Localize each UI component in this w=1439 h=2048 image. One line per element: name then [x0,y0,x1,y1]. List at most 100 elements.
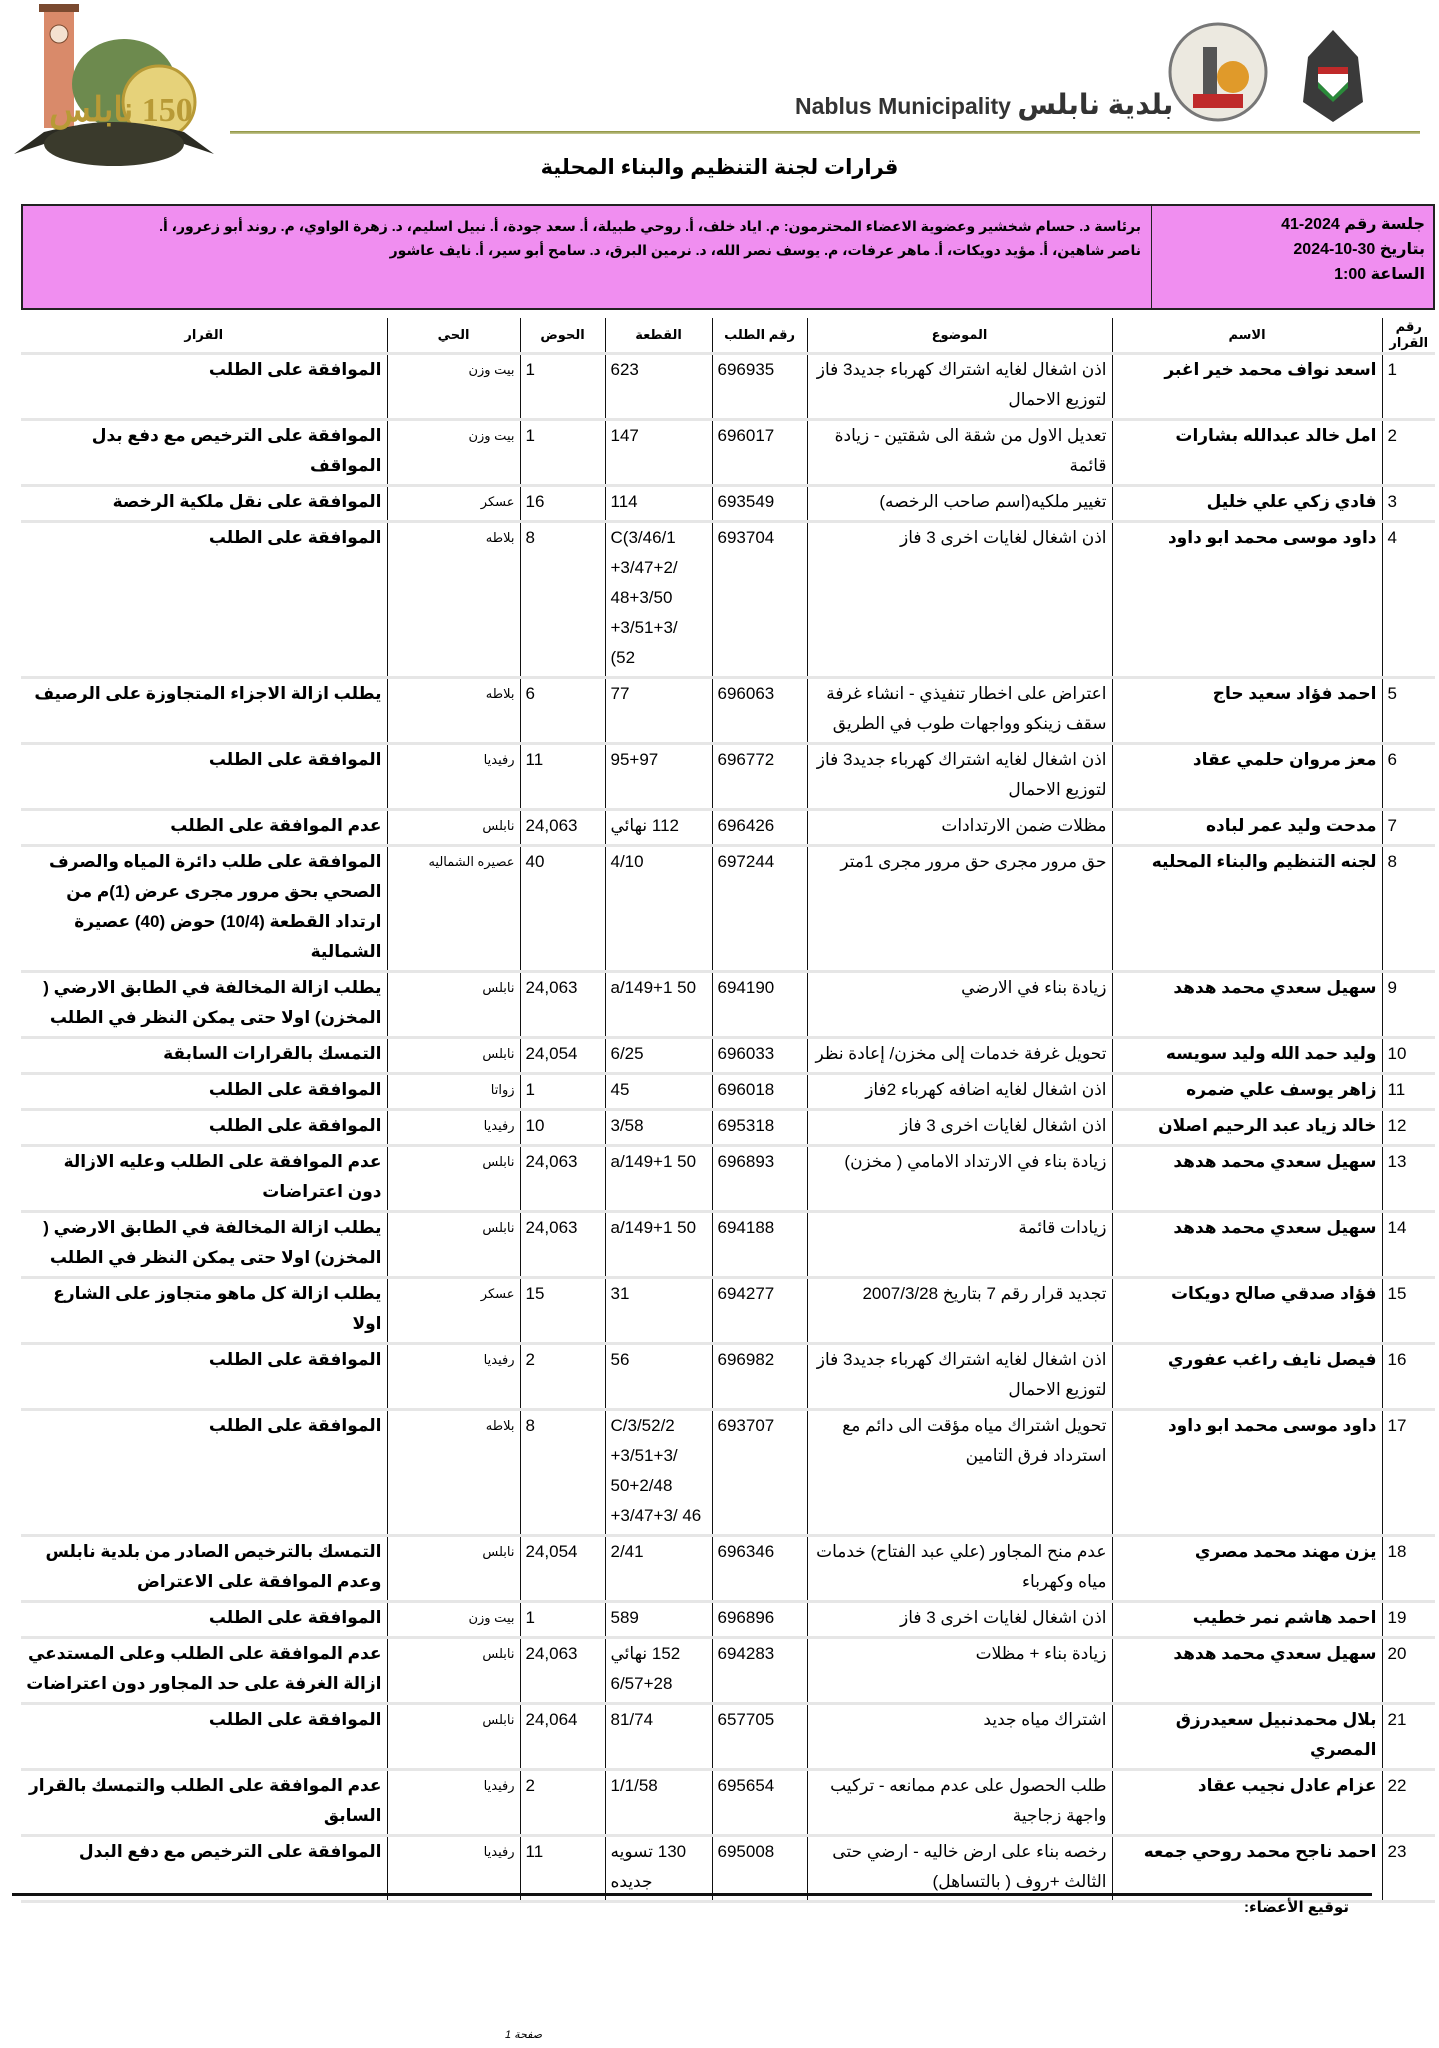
cell-request-number: 694188 [711,1211,807,1279]
cell-basin: 24,063 [519,971,605,1039]
cell-subject: طلب الحصول على عدم ممانعه - تركيب واجهة … [806,1769,1112,1837]
cell-subject: زيادة بناء في الارضي [806,971,1112,1039]
cell-name: احمد فؤاد سعيد حاج [1111,677,1382,745]
cell-subject: عدم منح المجاور (علي عبد الفتاح) خدمات م… [806,1535,1112,1603]
page-title: قرارات لجنة التنظيم والبناء المحلية [540,156,899,179]
cell-name: فيصل نايف راغب عفوري [1111,1343,1382,1411]
cell-plot: 623 [604,353,712,421]
cell-plot: 152 نهائي 28+6/57 [604,1637,712,1705]
cell-decision: الموافقة على طلب دائرة المياه والصرف الص… [21,845,387,973]
column-header-decision-number: رقم القرار [1381,318,1435,355]
cell-decision-number: 17 [1381,1409,1435,1537]
cell-neighborhood: بلاطه [386,521,520,679]
column-header-neighborhood: الحي [386,318,520,355]
cell-request-number: 696896 [711,1601,807,1639]
cell-basin: 10 [519,1109,605,1147]
cell-plot: 147 [604,419,712,487]
cell-neighborhood: نابلس [386,971,520,1039]
cell-basin: 11 [519,1835,605,1903]
cell-decision-number: 22 [1381,1769,1435,1837]
cell-plot: a/149+1 50 [604,971,712,1039]
cell-decision: الموافقة على نقل ملكية الرخصة [21,485,387,523]
cell-basin: 24,063 [519,1211,605,1279]
cell-name: سهيل سعدي محمد هدهد [1111,1145,1382,1213]
cell-name: سهيل سعدي محمد هدهد [1111,1211,1382,1279]
cell-decision: يطلب ازالة المخالفة في الطابق الارضي ( ا… [21,971,387,1039]
cell-name: عزام عادل نجيب عقاد [1111,1769,1382,1837]
cell-neighborhood: بيت وزن [386,419,520,487]
cell-name: امل خالد عبدالله بشارات [1111,419,1382,487]
cell-decision-number: 16 [1381,1343,1435,1411]
cell-decision: الموافقة على الطلب [21,353,387,421]
session-members: برئاسة د. حسام شخشير وعضوية الاعضاء المح… [23,206,1151,308]
cell-plot: 112 نهائي [604,809,712,847]
cell-decision: الموافقة على الترخيص مع دفع بدل المواقف [21,419,387,487]
cell-decision-number: 13 [1381,1145,1435,1213]
cell-request-number: 695008 [711,1835,807,1903]
cell-request-number: 697244 [711,845,807,973]
column-header-request-number: رقم الطلب [711,318,807,355]
table-row: 6 معز مروان حلمي عقاد اذن اشغال لغايه اشتر… [21,743,1435,811]
table-row: 11 زاهر يوسف علي ضمره اذن اشغال لغايه اضاف… [21,1073,1435,1111]
cell-plot: 130 تسويه جديده [604,1835,712,1903]
cell-plot: a/149+1 50 [604,1145,712,1213]
cell-name: بلال محمدنبيل سعيدرزق المصري [1111,1703,1382,1771]
cell-decision-number: 12 [1381,1109,1435,1147]
table-row: 18 يزن مهند محمد مصري عدم منح المجاور (علي… [21,1535,1435,1603]
cell-decision-number: 8 [1381,845,1435,973]
cell-basin: 24,063 [519,1145,605,1213]
cell-subject: اعتراض على اخطار تنفيذي - انشاء غرفة سقف… [806,677,1112,745]
cell-neighborhood: نابلس [386,1535,520,1603]
cell-decision-number: 1 [1381,353,1435,421]
cell-subject: اذن اشغال لغايات اخرى 3 فاز [806,521,1112,679]
cell-neighborhood: نابلس [386,1145,520,1213]
cell-request-number: 696935 [711,353,807,421]
members-line-2: ناصر شاهين، أ. مؤيد دويكات، أ. ماهر عرفا… [389,242,1141,258]
cell-plot: C(3/46/1 +3/47+2/ 48+3/50 +3/51+3/ (52 [604,521,712,679]
cell-decision: الموافقة على الطلب [21,1601,387,1639]
cell-basin: 6 [519,677,605,745]
cell-basin: 8 [519,1409,605,1537]
cell-basin: 2 [519,1769,605,1837]
cell-request-number: 657705 [711,1703,807,1771]
cell-decision-number: 21 [1381,1703,1435,1771]
cell-decision: الموافقة على الترخيص مع دفع البدل [21,1835,387,1903]
column-header-decision: القرار [21,318,387,355]
cell-decision: التمسك بالقرارات السابقة [21,1037,387,1075]
cell-subject: مظلات ضمن الارتدادات [806,809,1112,847]
cell-decision: يطلب ازالة كل ماهو متجاوز على الشارع اول… [21,1277,387,1345]
page-number: صفحة 1 [505,2029,543,2041]
cell-basin: 24,054 [519,1535,605,1603]
cell-basin: 1 [519,419,605,487]
cell-name: فادي زكي علي خليل [1111,485,1382,523]
cell-subject: اذن اشغال لغايات اخرى 3 فاز [806,1109,1112,1147]
cell-name: سهيل سعدي محمد هدهد [1111,1637,1382,1705]
cell-neighborhood: زواتا [386,1073,520,1111]
cell-decision-number: 20 [1381,1637,1435,1705]
cell-decision-number: 19 [1381,1601,1435,1639]
table-row: 10 وليد حمد الله وليد سويسه تحويل غرفة خدم… [21,1037,1435,1075]
cell-plot: 95+97 [604,743,712,811]
cell-neighborhood: بيت وزن [386,1601,520,1639]
cell-neighborhood: نابلس [386,1703,520,1771]
members-signature-label: توقيع الأعضاء: [1243,1899,1349,1916]
cell-decision-number: 15 [1381,1277,1435,1345]
cell-name: زاهر يوسف علي ضمره [1111,1073,1382,1111]
logo-lettering: 150 نابلس [49,92,193,129]
brand-english: Nablus Municipality [795,93,1011,119]
cell-request-number: 696033 [711,1037,807,1075]
cell-plot: 77 [604,677,712,745]
table-row: 21 بلال محمدنبيل سعيدرزق المصري اشتراك ميا… [21,1703,1435,1771]
cell-decision-number: 3 [1381,485,1435,523]
cell-neighborhood: نابلس [386,1637,520,1705]
cell-name: داود موسى محمد ابو داود [1111,521,1382,679]
cell-decision: الموافقة على الطلب [21,743,387,811]
cell-neighborhood: رفيديا [386,1769,520,1837]
cell-plot: C/3/52/2 +3/51+3/ 50+2/48 +3/47+3/ 46 [604,1409,712,1537]
cell-name: لجنه التنظيم والبناء المحليه [1111,845,1382,973]
cell-decision-number: 5 [1381,677,1435,745]
cell-decision: الموافقة على الطلب [21,521,387,679]
cell-neighborhood: نابلس [386,1037,520,1075]
cell-request-number: 696017 [711,419,807,487]
cell-request-number: 694283 [711,1637,807,1705]
